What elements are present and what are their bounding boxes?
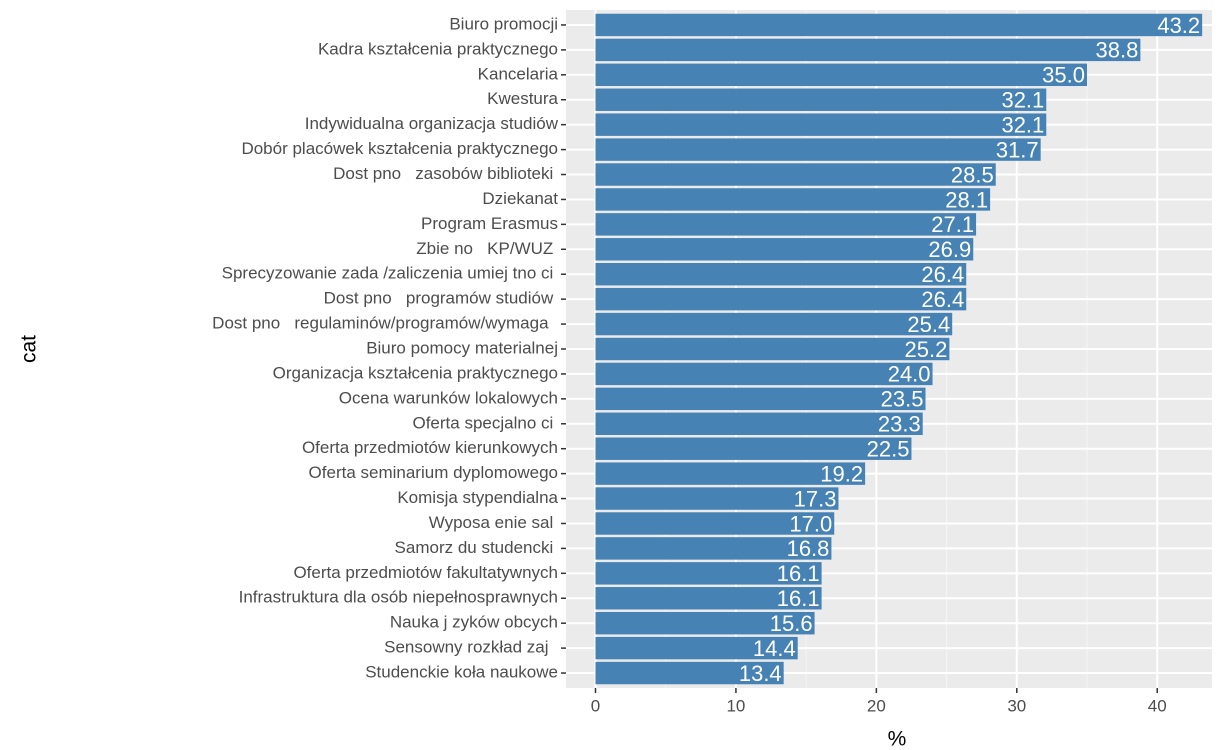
value-label: 28.1 — [945, 187, 988, 212]
value-label: 17.0 — [789, 511, 832, 536]
bar — [595, 38, 1141, 62]
y-tick-label: Biuro pomocy materialnej — [366, 338, 558, 357]
y-tick-label: Sensowny rozkład zaj — [384, 638, 558, 657]
y-tick-label: Sprecyzowanie zada /zaliczenia umiej tno… — [222, 264, 558, 283]
bar — [595, 362, 933, 386]
value-label: 26.4 — [921, 287, 964, 312]
bar — [595, 213, 977, 236]
y-tick-label: Program Erasmus — [421, 214, 558, 233]
bar — [595, 188, 991, 211]
x-tick-label: 40 — [1148, 696, 1167, 715]
value-label: 38.8 — [1096, 38, 1139, 63]
y-tick-label: Kwestura — [487, 89, 558, 108]
y-tick-label: Samorz du studencki — [395, 538, 558, 557]
y-tick-label: Dost pno zasobów biblioteki — [333, 164, 558, 183]
value-label: 43.2 — [1157, 13, 1200, 38]
value-label: 16.1 — [777, 561, 820, 586]
x-tick-label: 30 — [1007, 696, 1026, 715]
bar — [595, 287, 967, 311]
bar — [595, 587, 822, 610]
bar — [595, 263, 967, 286]
x-axis-title: % — [888, 728, 907, 750]
x-tick-label: 10 — [726, 696, 745, 715]
y-tick-label: Oferta specjalno ci — [412, 413, 558, 432]
y-tick-label: Ocena warunków lokalowych — [339, 388, 558, 407]
value-label: 26.9 — [928, 237, 971, 262]
y-tick-label: Dost pno regulaminów/programów/wymaga — [212, 314, 558, 333]
bar — [595, 387, 926, 411]
y-tick-label: Komisja stypendialna — [397, 488, 558, 507]
y-tick-label: Nauka j zyków obcych — [390, 613, 558, 632]
value-label: 16.1 — [777, 586, 820, 611]
y-axis-title: cat — [18, 335, 41, 363]
value-label: 14.4 — [753, 636, 796, 661]
y-tick-label: Kancelaria — [478, 64, 559, 83]
bar — [595, 88, 1047, 111]
bar — [595, 537, 832, 560]
value-label: 23.3 — [878, 412, 921, 437]
bar — [595, 412, 923, 435]
y-tick-label: Infrastruktura dla osób niepełnosprawnyc… — [239, 588, 558, 607]
value-label: 17.3 — [794, 486, 837, 511]
y-tick-label: Zbie no KP/WUZ — [416, 239, 558, 258]
bar — [595, 337, 950, 361]
bar — [595, 138, 1041, 161]
y-tick-label: Studenckie koła naukowe — [365, 663, 558, 682]
value-label: 32.1 — [1001, 112, 1044, 137]
bar — [595, 113, 1047, 136]
x-tick-label: 20 — [867, 696, 886, 715]
y-tick-label: Dost pno programów studiów — [324, 289, 558, 308]
bar — [595, 636, 798, 660]
bar — [595, 661, 784, 685]
y-tick-label: Wyposa enie sal — [429, 513, 558, 532]
bar — [595, 611, 815, 635]
value-label: 19.2 — [820, 461, 863, 486]
value-label: 35.0 — [1042, 63, 1085, 88]
value-label: 31.7 — [996, 137, 1039, 162]
value-label: 25.4 — [907, 312, 950, 337]
x-tick-label: 0 — [591, 696, 600, 715]
value-label: 22.5 — [867, 437, 910, 462]
value-label: 23.5 — [881, 387, 924, 412]
y-tick-label: Oferta przedmiotów kierunkowych — [302, 438, 558, 457]
bar — [595, 63, 1088, 87]
value-label: 16.8 — [787, 536, 830, 561]
y-tick-label: Oferta przedmiotów fakultatywnych — [293, 563, 558, 582]
bar — [595, 562, 822, 585]
bar — [595, 163, 996, 186]
y-tick-label: Kadra kształcenia praktycznego — [318, 39, 558, 58]
bar — [595, 487, 839, 510]
value-label: 24.0 — [888, 362, 931, 387]
value-label: 28.5 — [951, 162, 994, 187]
y-tick-label: Dziekanat — [482, 189, 558, 208]
y-tick-label: Dobór placówek kształcenia praktycznego — [241, 139, 558, 158]
y-tick-label: Indywidualna organizacja studiów — [305, 114, 559, 133]
bar — [595, 462, 866, 485]
value-label: 13.4 — [739, 661, 782, 686]
value-label: 15.6 — [770, 611, 813, 636]
value-label: 27.1 — [931, 212, 974, 237]
value-label: 25.2 — [905, 337, 948, 362]
y-tick-label: Organizacja kształcenia praktycznego — [273, 363, 558, 382]
value-label: 26.4 — [921, 262, 964, 287]
bar — [595, 512, 835, 535]
bar — [595, 13, 1203, 37]
bar — [595, 437, 912, 460]
bar — [595, 312, 953, 336]
y-tick-label: Oferta seminarium dyplomowego — [309, 463, 558, 482]
y-tick-label: Biuro promocji — [449, 14, 558, 33]
bar — [595, 238, 974, 261]
value-label: 32.1 — [1001, 88, 1044, 113]
